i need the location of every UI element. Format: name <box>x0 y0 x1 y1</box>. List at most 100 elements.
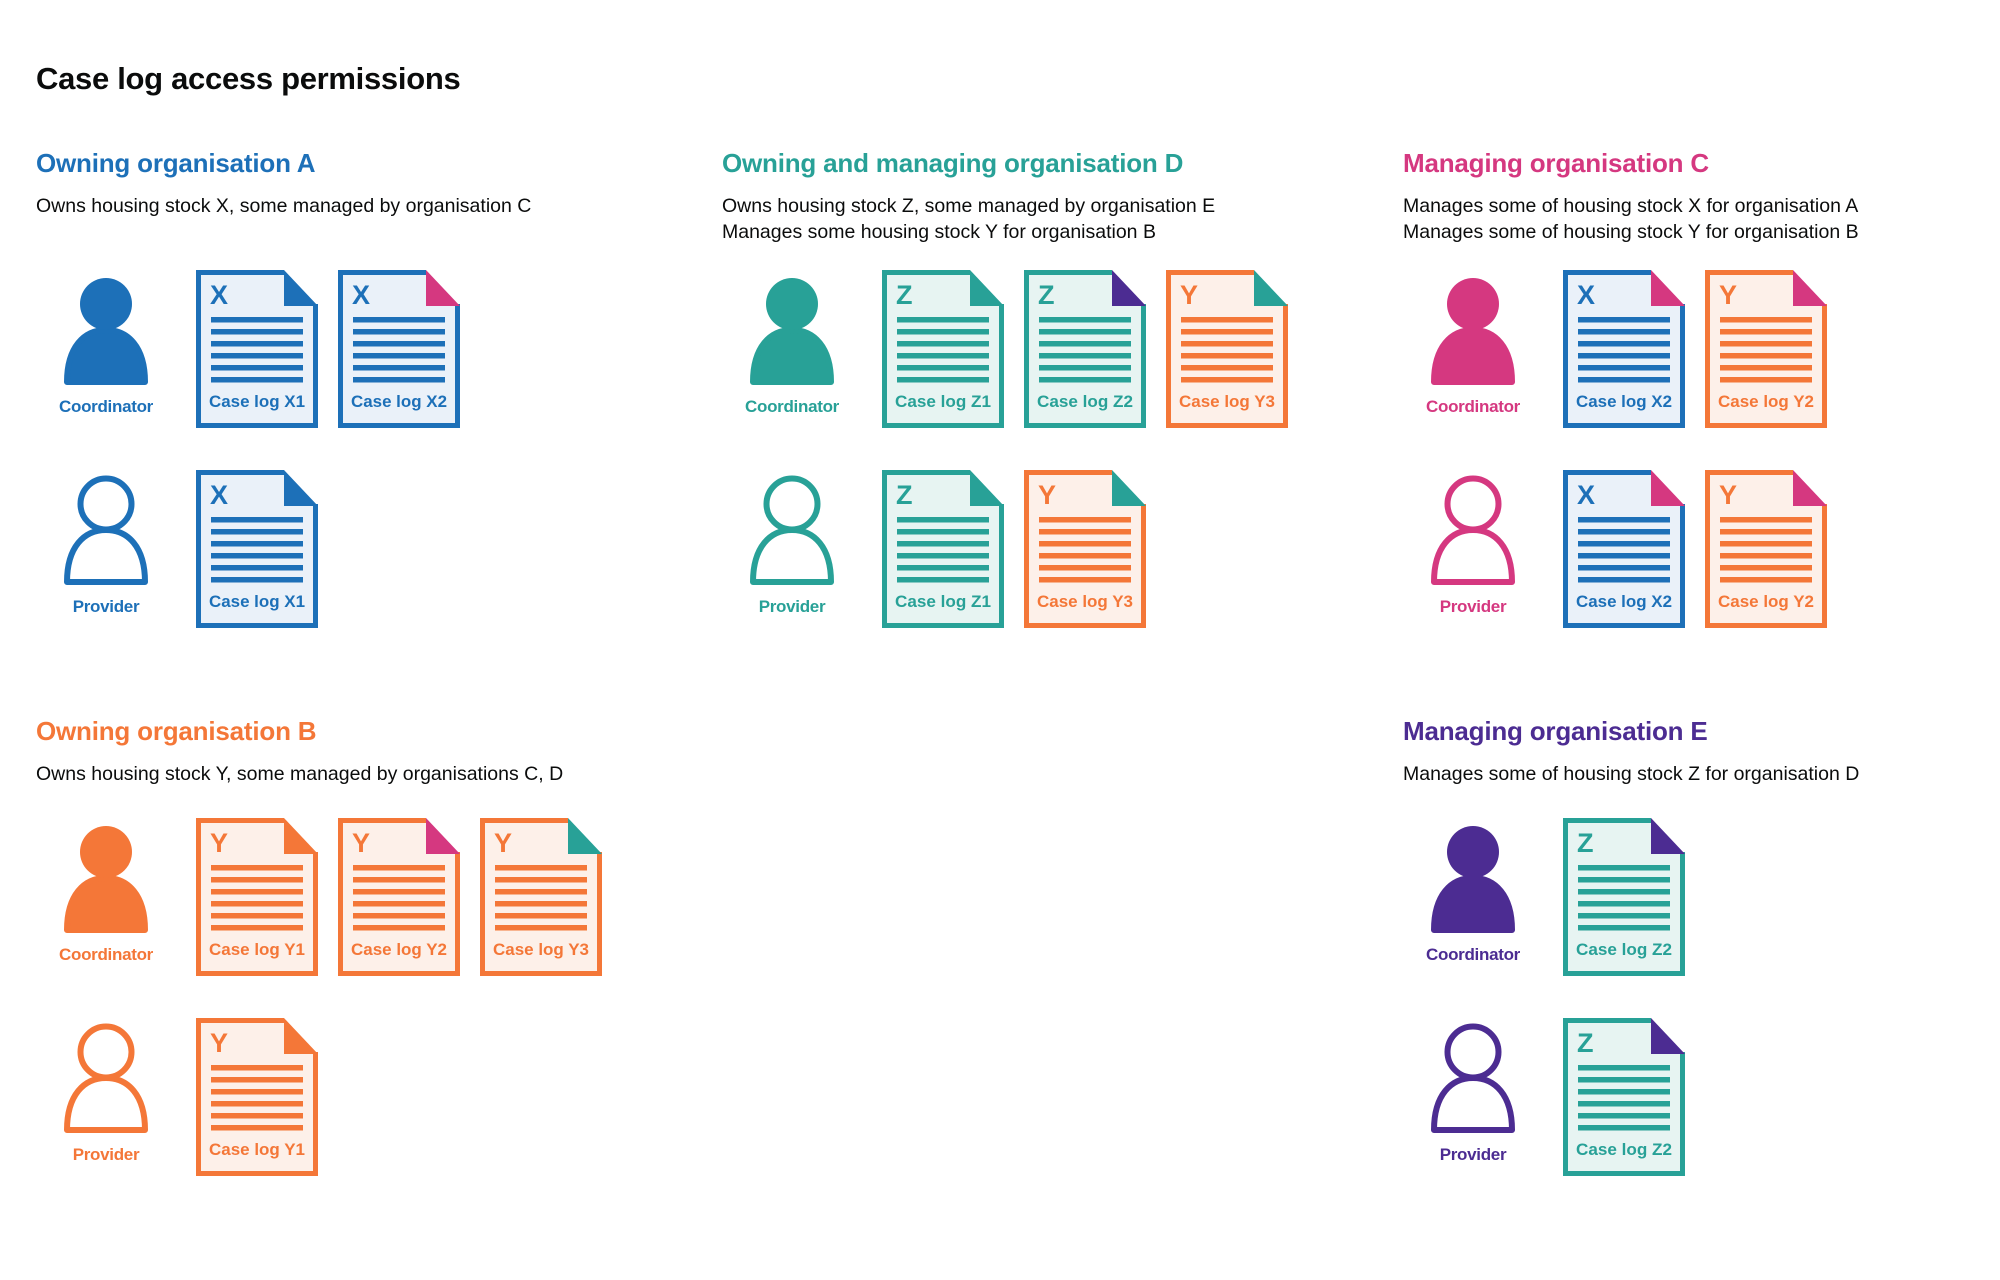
person-column: Provider <box>1403 470 1543 617</box>
doc-label: Case log Z2 <box>1576 941 1672 959</box>
provider-permission-row: Provider X Case log X2 Y Case log Y2 <box>1403 470 1983 628</box>
section-description-line: Manages some of housing stock Y for orga… <box>1403 221 1859 243</box>
doc-text-lines <box>897 517 989 583</box>
doc-label: Case log X2 <box>1576 593 1672 611</box>
section-org-d: Owning and managing organisation D Owns h… <box>722 147 1322 670</box>
doc-label: Case log Y2 <box>1718 393 1814 411</box>
section-org-b: Owning organisation B Owns housing stock … <box>36 715 636 1218</box>
role-label: Coordinator <box>1426 945 1520 964</box>
doc-border <box>1563 1018 1685 1176</box>
doc-border <box>196 818 318 976</box>
doc-border <box>1166 270 1288 428</box>
doc-stock-letter: Z <box>1577 828 1594 858</box>
doc-text-lines <box>1039 317 1131 383</box>
doc-text-lines <box>211 865 303 931</box>
doc-page <box>1707 472 1825 626</box>
folded-corner-icon <box>1793 270 1827 306</box>
case-log-document: Z Case log Z1 <box>882 470 1004 628</box>
folded-corner-icon <box>1254 270 1288 306</box>
case-log-document: Y Case log Y3 <box>480 818 602 976</box>
folded-corner-icon <box>1651 270 1685 306</box>
doc-stock-letter: Y <box>210 828 228 858</box>
section-description-line: Owns housing stock Z, some managed by or… <box>722 195 1216 217</box>
section-description: Owns housing stock X, some managed by or… <box>36 193 596 270</box>
coordinator-permission-row: Coordinator X Case log X2 Y Case log Y2 <box>1403 270 1983 428</box>
doc-page <box>1565 272 1683 426</box>
folded-corner-icon <box>970 470 1004 506</box>
section-title: Owning organisation B <box>36 716 317 746</box>
person-column: Provider <box>36 1018 176 1165</box>
doc-page <box>1026 272 1144 426</box>
doc-label: Case log X1 <box>209 393 305 411</box>
folded-corner-icon <box>1651 818 1685 854</box>
provider-permission-row: Provider X Case log X1 <box>36 470 596 628</box>
doc-border <box>1705 270 1827 428</box>
folded-corner-icon <box>426 270 460 306</box>
doc-stock-letter: X <box>352 280 370 310</box>
doc-text-lines <box>1578 317 1670 383</box>
coordinator-person-icon <box>1430 275 1516 385</box>
role-label: Provider <box>1439 597 1507 616</box>
case-log-document: Y Case log Y1 <box>196 1018 318 1176</box>
provider-permission-row: Provider Z Case log Z2 <box>1403 1018 1963 1176</box>
person-column: Coordinator <box>722 270 862 417</box>
doc-label: Case log Y2 <box>351 941 447 959</box>
person-column: Coordinator <box>36 270 176 417</box>
section-description: Manages some of housing stock X for orga… <box>1403 193 1983 270</box>
role-label: Provider <box>72 1145 140 1164</box>
doc-page <box>198 272 316 426</box>
section-title: Managing organisation E <box>1403 716 1708 746</box>
section-description: Manages some of housing stock Z for orga… <box>1403 761 1963 818</box>
doc-text-lines <box>211 317 303 383</box>
doc-label: Case log Z1 <box>895 393 991 411</box>
doc-label: Case log Y1 <box>209 941 305 959</box>
doc-page <box>1026 472 1144 626</box>
role-label: Coordinator <box>59 397 153 416</box>
doc-label: Case log X1 <box>209 593 305 611</box>
folded-corner-icon <box>284 470 318 506</box>
doc-text-lines <box>897 317 989 383</box>
doc-text-lines <box>211 1065 303 1131</box>
provider-permission-row: Provider Y Case log Y1 <box>36 1018 636 1176</box>
doc-label: Case log X2 <box>1576 393 1672 411</box>
doc-page <box>1168 272 1286 426</box>
doc-border <box>1024 470 1146 628</box>
doc-border <box>1563 270 1685 428</box>
case-log-document: Y Case log Y3 <box>1166 270 1288 428</box>
doc-page <box>482 820 600 974</box>
case-log-document: Y Case log Y2 <box>338 818 460 976</box>
doc-text-lines <box>353 317 445 383</box>
doc-border <box>480 818 602 976</box>
coordinator-person-icon <box>1430 823 1516 933</box>
folded-corner-icon <box>1651 470 1685 506</box>
doc-text-lines <box>1720 517 1812 583</box>
doc-stock-letter: Z <box>1577 1028 1594 1058</box>
section-title: Owning organisation A <box>36 148 316 178</box>
provider-person-icon <box>63 475 149 585</box>
doc-text-lines <box>211 517 303 583</box>
section-description: Owns housing stock Y, some managed by or… <box>36 761 636 818</box>
provider-person-icon <box>63 1023 149 1133</box>
section-org-a: Owning organisation A Owns housing stock … <box>36 147 596 670</box>
folded-corner-icon <box>1793 470 1827 506</box>
role-label: Provider <box>1439 1145 1507 1164</box>
folded-corner-icon <box>1112 270 1146 306</box>
doc-border <box>1024 270 1146 428</box>
case-log-document: X Case log X1 <box>196 270 318 428</box>
case-log-document: X Case log X2 <box>1563 270 1685 428</box>
doc-border <box>882 470 1004 628</box>
section-description-line: Manages some of housing stock Z for orga… <box>1403 763 1860 785</box>
doc-stock-letter: Z <box>896 480 913 510</box>
case-log-document: Y Case log Y2 <box>1705 470 1827 628</box>
section-description-line: Manages some of housing stock X for orga… <box>1403 195 1859 217</box>
doc-border <box>196 1018 318 1176</box>
role-label: Provider <box>72 597 140 616</box>
doc-stock-letter: Z <box>896 280 913 310</box>
doc-label: Case log Y3 <box>1179 393 1275 411</box>
doc-page <box>198 820 316 974</box>
doc-border <box>196 470 318 628</box>
doc-label: Case log Y2 <box>1718 593 1814 611</box>
case-log-document: X Case log X2 <box>338 270 460 428</box>
doc-label: Case log Z1 <box>895 593 991 611</box>
section-description-line: Owns housing stock Y, some managed by or… <box>36 763 564 785</box>
